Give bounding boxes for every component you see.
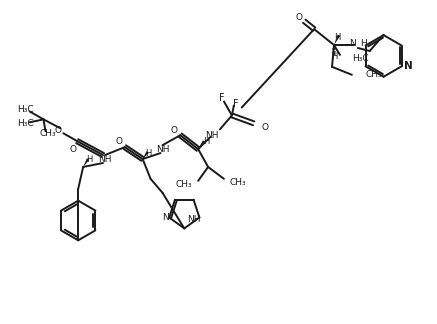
Text: N: N (162, 213, 169, 222)
Text: CH₃: CH₃ (229, 178, 246, 187)
Text: H: H (146, 149, 152, 157)
Text: H₃C: H₃C (17, 105, 34, 114)
Text: O: O (296, 13, 303, 22)
Text: O: O (262, 123, 269, 132)
Text: F: F (219, 93, 225, 103)
Text: CH₃: CH₃ (39, 129, 56, 138)
Text: O: O (55, 126, 62, 135)
Text: N: N (350, 39, 356, 48)
Text: H: H (203, 137, 209, 146)
Polygon shape (198, 140, 205, 149)
Polygon shape (83, 158, 90, 167)
Text: O: O (70, 145, 77, 154)
Polygon shape (334, 34, 340, 45)
Text: N: N (404, 61, 413, 71)
Text: H: H (331, 52, 337, 62)
Text: CH₃: CH₃ (366, 70, 382, 79)
Text: NH: NH (98, 155, 112, 164)
Polygon shape (142, 151, 149, 159)
Text: H₃C: H₃C (17, 119, 34, 128)
Text: F: F (233, 98, 239, 109)
Text: H₃C: H₃C (352, 54, 368, 64)
Text: NH: NH (187, 215, 200, 224)
Text: H: H (86, 155, 92, 164)
Text: H: H (360, 39, 367, 48)
Text: NH: NH (156, 145, 169, 154)
Text: H: H (334, 33, 340, 41)
Text: O: O (115, 137, 122, 146)
Text: CH₃: CH₃ (176, 180, 193, 189)
Text: NH: NH (205, 131, 219, 140)
Text: O: O (171, 126, 178, 135)
